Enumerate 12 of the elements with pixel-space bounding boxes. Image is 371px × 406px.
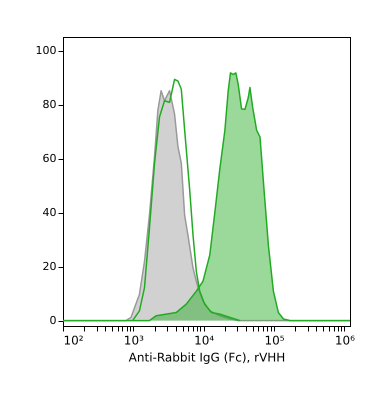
y-tick-label: 20 — [42, 260, 56, 274]
y-tick-label: 100 — [36, 44, 56, 58]
x-tick-label: 10⁵ — [264, 334, 285, 348]
x-tick-label: 10⁶ — [334, 334, 356, 348]
x-tick-label: 10² — [64, 334, 84, 348]
y-tick-label: 40 — [42, 206, 56, 220]
x-axis-title: Anti-Rabbit IgG (Fc), rVHH — [128, 350, 286, 364]
x-tick-label: 10³ — [124, 334, 144, 348]
y-tick-label: 0 — [50, 314, 56, 328]
y-tick-label: 60 — [42, 152, 56, 166]
x-tick-label: 10⁴ — [194, 334, 214, 348]
y-tick-label: 80 — [42, 98, 56, 112]
